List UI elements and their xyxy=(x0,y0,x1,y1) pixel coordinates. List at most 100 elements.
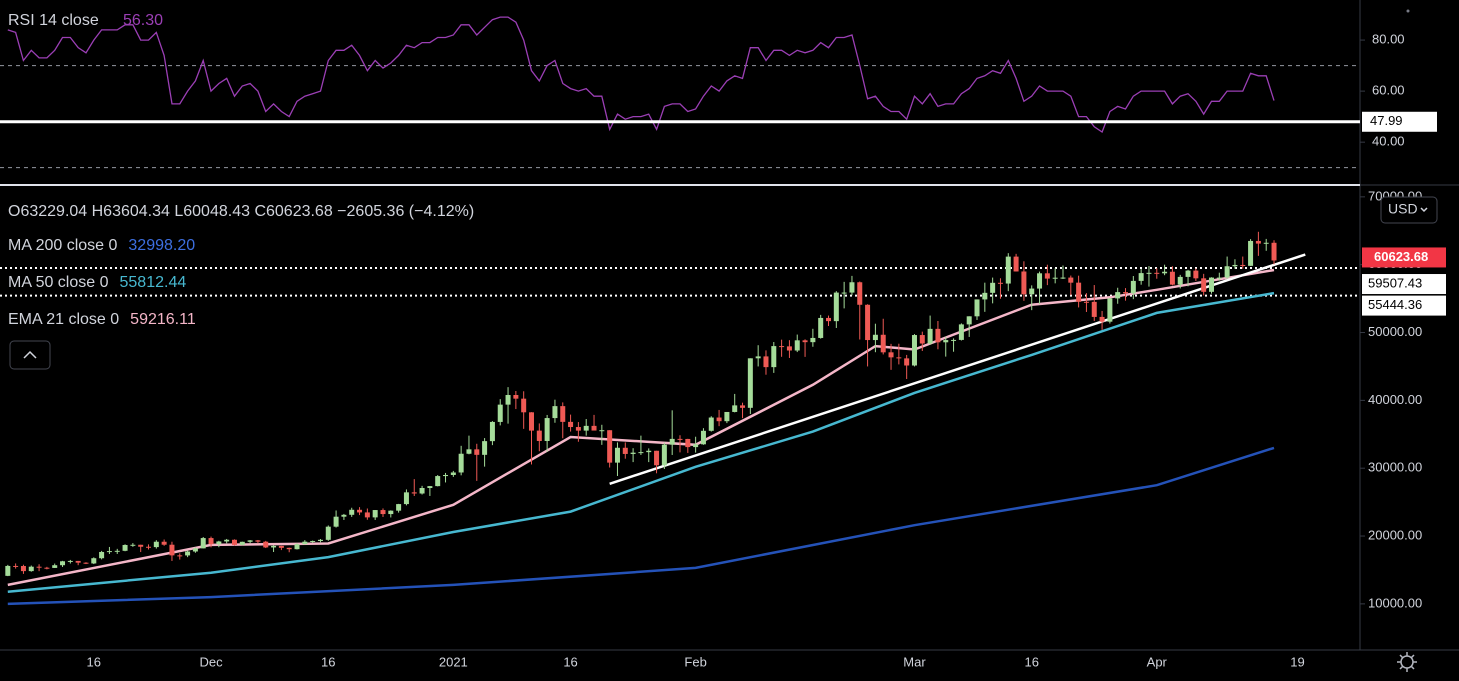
candle-body xyxy=(732,405,738,412)
candle-body xyxy=(544,418,550,441)
candle-body xyxy=(372,510,378,518)
candle-body xyxy=(208,538,214,545)
candle-body xyxy=(263,541,269,548)
candle-body xyxy=(826,317,832,322)
candle-body xyxy=(1263,242,1269,244)
candle-body xyxy=(880,334,886,353)
candle-body xyxy=(474,449,480,455)
candle-body xyxy=(67,560,73,562)
candle-body xyxy=(1044,273,1050,279)
candle-body xyxy=(364,512,370,518)
candle-body xyxy=(60,561,66,566)
x-tick-label: 16 xyxy=(563,654,577,669)
candle-body xyxy=(513,395,519,399)
legend-value: 59216.11 xyxy=(130,311,196,328)
ma-line xyxy=(7,291,1275,593)
candle-body xyxy=(849,282,855,293)
candle-body xyxy=(255,540,261,542)
candle-body xyxy=(599,430,605,432)
candle-body xyxy=(185,551,191,556)
candle-body xyxy=(83,562,89,564)
candle-body xyxy=(325,526,331,540)
candle-body xyxy=(497,404,503,422)
candle-body xyxy=(1052,277,1058,279)
candle-body xyxy=(1232,264,1238,267)
candle-body xyxy=(138,544,144,547)
candle-body xyxy=(177,555,183,557)
candle-body xyxy=(857,282,863,305)
candle-body xyxy=(1271,242,1277,261)
candle-body xyxy=(294,544,300,550)
currency-label: USD xyxy=(1388,201,1418,217)
x-tick-label: Dec xyxy=(199,654,223,669)
candle-body xyxy=(966,316,972,325)
ohlc-header: O63229.04 H63604.34 L60048.43 C60623.68 … xyxy=(8,203,474,220)
candle-body xyxy=(1013,256,1019,272)
x-tick-label: Mar xyxy=(903,654,926,669)
candle-body xyxy=(630,452,636,454)
candle-body xyxy=(607,430,613,463)
candle-body xyxy=(44,567,50,569)
rsi-y-tick-label: 60.00 xyxy=(1372,83,1405,98)
candle-body xyxy=(1021,271,1027,295)
x-tick-label: Apr xyxy=(1147,654,1168,669)
candle-body xyxy=(146,546,152,548)
x-tick-label: 19 xyxy=(1290,654,1304,669)
candle-body xyxy=(75,560,81,563)
candle-body xyxy=(357,509,363,513)
candle-body xyxy=(20,566,26,572)
candle-body xyxy=(1005,256,1011,284)
candle-body xyxy=(341,514,347,517)
candle-body xyxy=(786,346,792,351)
candle-body xyxy=(935,328,941,343)
candle-body xyxy=(833,292,839,322)
candle-body xyxy=(310,540,316,542)
candle-body xyxy=(654,450,660,466)
candle-body xyxy=(333,516,339,527)
rsi-line xyxy=(7,16,1275,133)
candle-body xyxy=(568,421,574,428)
price-line-box xyxy=(1362,295,1446,316)
candle-body xyxy=(818,317,824,338)
candle-body xyxy=(52,565,58,568)
settings-gear[interactable] xyxy=(1397,652,1417,672)
candle-body xyxy=(1154,272,1160,274)
candle-body xyxy=(982,292,988,300)
candle-body xyxy=(450,472,456,475)
ma-line xyxy=(7,446,1275,606)
x-tick-label: Feb xyxy=(684,654,706,669)
candle-body xyxy=(716,417,722,422)
candle-body xyxy=(583,425,589,431)
candle-body xyxy=(1208,277,1214,292)
candle-body xyxy=(122,544,128,551)
candle-body xyxy=(1123,292,1129,294)
candle-body xyxy=(1201,278,1207,292)
candle-body xyxy=(528,412,534,431)
candle-body xyxy=(763,356,769,368)
candle-body xyxy=(677,438,683,440)
candle-body xyxy=(536,430,542,441)
candle-body xyxy=(560,406,566,422)
legend-value: 55812.44 xyxy=(120,274,187,291)
candle-body xyxy=(349,509,355,515)
candle-body xyxy=(224,539,230,542)
candle-body xyxy=(1224,266,1230,278)
candle-body xyxy=(153,541,159,548)
y-tick-label: 20000.00 xyxy=(1368,527,1422,542)
candle-body xyxy=(997,282,1003,284)
candle-body xyxy=(435,476,441,487)
candle-body xyxy=(1029,288,1035,295)
currency-button[interactable] xyxy=(1380,196,1438,224)
candle-body xyxy=(200,538,206,549)
collapse-legend-button[interactable] xyxy=(9,340,51,370)
candle-body xyxy=(638,452,644,454)
candle-body xyxy=(271,545,277,548)
y-tick-label: 40000.00 xyxy=(1368,392,1422,407)
legend-name: MA 50 close 0 xyxy=(8,274,109,291)
gear-teeth xyxy=(1397,652,1417,672)
candle-body xyxy=(114,550,120,552)
candle-body xyxy=(482,441,488,455)
candle-body xyxy=(646,450,652,453)
overlay: RSI 14 close 56.30 O63229.04 H63604.34 L… xyxy=(8,9,1438,672)
